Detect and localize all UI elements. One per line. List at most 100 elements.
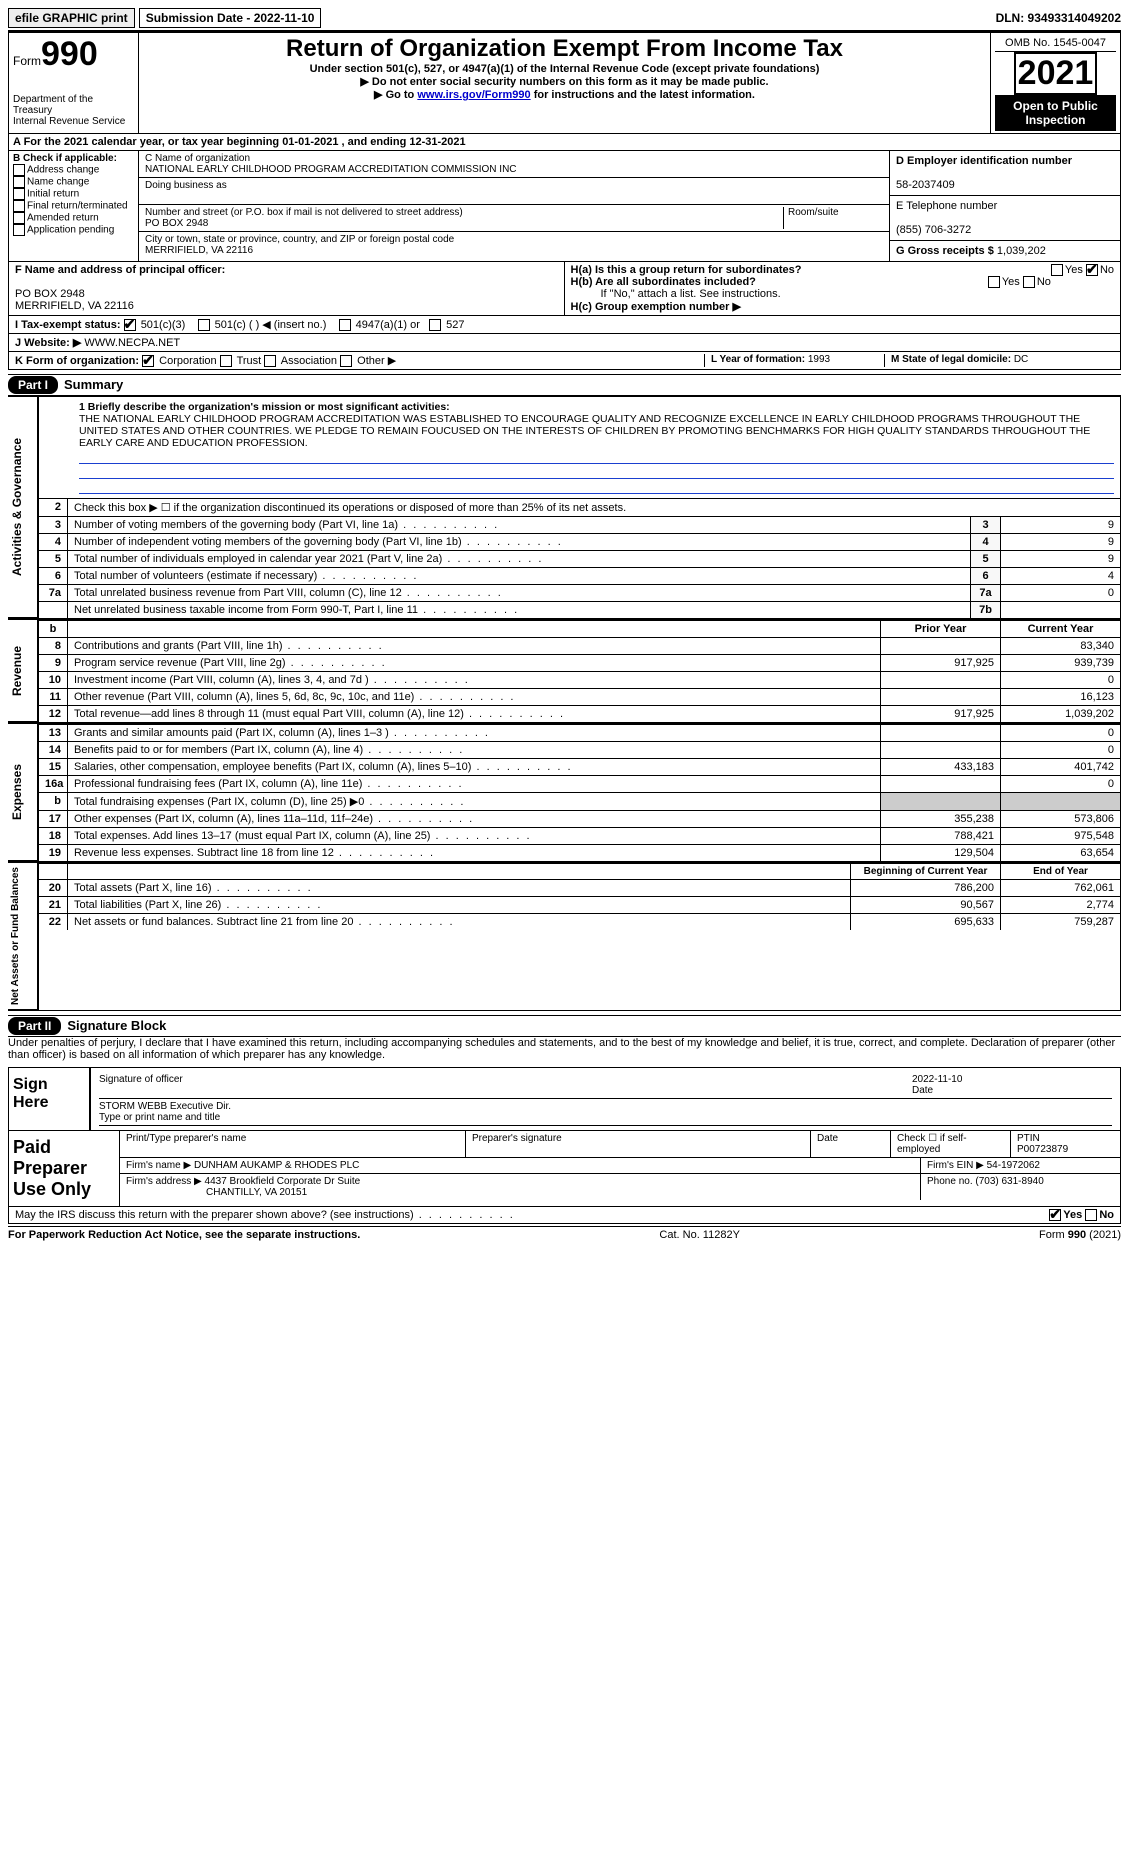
year-formation: 1993 xyxy=(808,354,830,365)
chk-name-change[interactable] xyxy=(13,176,25,188)
state-domicile: DC xyxy=(1014,354,1028,365)
chk-501c3[interactable] xyxy=(124,319,136,331)
row-k-form-org: K Form of organization: Corporation Trus… xyxy=(8,352,1121,370)
top-toolbar: efile GRAPHIC print Submission Date - 20… xyxy=(8,8,1121,28)
table-row: 16aProfessional fundraising fees (Part I… xyxy=(39,775,1120,792)
chk-address-change[interactable] xyxy=(13,164,25,176)
penalties-text: Under penalties of perjury, I declare th… xyxy=(8,1037,1121,1061)
omb-number: OMB No. 1545-0047 xyxy=(995,35,1116,52)
table-row: 15Salaries, other compensation, employee… xyxy=(39,758,1120,775)
org-address: PO BOX 2948 xyxy=(145,218,208,229)
section-expenses: Expenses 13Grants and similar amounts pa… xyxy=(8,723,1121,862)
chk-assoc[interactable] xyxy=(264,355,276,367)
col-c-org-info: C Name of organization NATIONAL EARLY CH… xyxy=(139,151,890,261)
chk-app-pending[interactable] xyxy=(13,224,25,236)
part1-header: Part ISummary xyxy=(8,374,1121,396)
row-a-tax-year: A For the 2021 calendar year, or tax yea… xyxy=(8,134,1121,151)
discuss-yes[interactable] xyxy=(1049,1209,1061,1221)
signature-block: Under penalties of perjury, I declare th… xyxy=(8,1037,1121,1224)
table-row: 18Total expenses. Add lines 13–17 (must … xyxy=(39,827,1120,844)
officer-addr2: MERRIFIELD, VA 22116 xyxy=(15,300,134,312)
table-row: 19Revenue less expenses. Subtract line 1… xyxy=(39,844,1120,861)
table-row: 10Investment income (Part VIII, column (… xyxy=(39,671,1120,688)
table-row: 6Total number of volunteers (estimate if… xyxy=(39,567,1120,584)
submission-date: Submission Date - 2022-11-10 xyxy=(139,8,322,28)
chk-final-return[interactable] xyxy=(13,200,25,212)
irs-link[interactable]: www.irs.gov/Form990 xyxy=(417,89,530,101)
dln-label: DLN: 93493314049202 xyxy=(996,11,1121,25)
dept-treasury: Department of the Treasury xyxy=(13,94,134,116)
firm-ein: 54-1972062 xyxy=(987,1160,1040,1171)
form-number: Form990 xyxy=(13,35,134,74)
table-row: 3Number of voting members of the governi… xyxy=(39,516,1120,533)
vtab-activities: Activities & Governance xyxy=(8,396,38,618)
table-row: 11Other revenue (Part VIII, column (A), … xyxy=(39,688,1120,705)
col-b-checkboxes: B Check if applicable: Address change Na… xyxy=(9,151,139,261)
vtab-netassets: Net Assets or Fund Balances xyxy=(8,862,38,1010)
org-city: MERRIFIELD, VA 22116 xyxy=(145,245,253,256)
vtab-expenses: Expenses xyxy=(8,723,38,861)
website-value: WWW.NECPA.NET xyxy=(81,337,180,349)
ptin-value: P00723879 xyxy=(1017,1144,1068,1155)
mission-text: THE NATIONAL EARLY CHILDHOOD PROGRAM ACC… xyxy=(79,413,1090,449)
section-revenue: Revenue bPrior YearCurrent Year 8Contrib… xyxy=(8,619,1121,723)
row-i-tax-status: I Tax-exempt status: 501(c)(3) 501(c) ( … xyxy=(8,316,1121,334)
row-j-website: J Website: ▶ WWW.NECPA.NET xyxy=(8,334,1121,352)
chk-4947[interactable] xyxy=(339,319,351,331)
table-row: 12Total revenue—add lines 8 through 11 (… xyxy=(39,705,1120,722)
tax-year: 2021 xyxy=(1014,52,1098,95)
firm-phone: (703) 631-8940 xyxy=(975,1176,1043,1187)
gross-receipts: 1,039,202 xyxy=(997,245,1046,257)
table-row: 21Total liabilities (Part X, line 26)90,… xyxy=(39,896,1120,913)
hint-link: ▶ Go to www.irs.gov/Form990 for instruct… xyxy=(143,88,986,101)
firm-name: DUNHAM AUKAMP & RHODES PLC xyxy=(194,1160,359,1171)
ha-yes[interactable] xyxy=(1051,264,1063,276)
chk-initial-return[interactable] xyxy=(13,188,25,200)
ein-value: 58-2037409 xyxy=(896,179,955,191)
paid-preparer-label: Paid Preparer Use Only xyxy=(9,1131,119,1206)
table-row: Net unrelated business taxable income fr… xyxy=(39,601,1120,618)
form-header: Form990 Department of the Treasury Inter… xyxy=(8,32,1121,134)
table-row: 9Program service revenue (Part VIII, lin… xyxy=(39,654,1120,671)
hb-no[interactable] xyxy=(1023,276,1035,288)
section-netassets: Net Assets or Fund Balances Beginning of… xyxy=(8,862,1121,1011)
table-row: 8Contributions and grants (Part VIII, li… xyxy=(39,637,1120,654)
table-row: bTotal fundraising expenses (Part IX, co… xyxy=(39,792,1120,810)
officer-addr1: PO BOX 2948 xyxy=(15,288,85,300)
sign-here-label: Sign Here xyxy=(9,1068,89,1130)
chk-trust[interactable] xyxy=(220,355,232,367)
chk-501c[interactable] xyxy=(198,319,210,331)
efile-print-button[interactable]: efile GRAPHIC print xyxy=(8,8,135,28)
row-f-h: F Name and address of principal officer:… xyxy=(8,262,1121,316)
officer-name: STORM WEBB Executive Dir. xyxy=(99,1101,231,1112)
irs-label: Internal Revenue Service xyxy=(13,116,134,127)
table-row: 5Total number of individuals employed in… xyxy=(39,550,1120,567)
phone-value: (855) 706-3272 xyxy=(896,224,971,236)
table-row: 4Number of independent voting members of… xyxy=(39,533,1120,550)
table-row: 22Net assets or fund balances. Subtract … xyxy=(39,913,1120,930)
hint-ssn: ▶ Do not enter social security numbers o… xyxy=(143,75,986,88)
block-bcd: B Check if applicable: Address change Na… xyxy=(8,151,1121,262)
chk-amended[interactable] xyxy=(13,212,25,224)
table-row: 13Grants and similar amounts paid (Part … xyxy=(39,724,1120,741)
discuss-no[interactable] xyxy=(1085,1209,1097,1221)
mission-block: 1 Briefly describe the organization's mi… xyxy=(39,397,1120,498)
form-title: Return of Organization Exempt From Incom… xyxy=(143,35,986,63)
chk-other[interactable] xyxy=(340,355,352,367)
hb-yes[interactable] xyxy=(988,276,1000,288)
col-d-ein-phone: D Employer identification number58-20374… xyxy=(890,151,1120,261)
ha-no[interactable] xyxy=(1086,264,1098,276)
firm-addr: 4437 Brookfield Corporate Dr Suite xyxy=(205,1176,361,1187)
open-public-badge: Open to Public Inspection xyxy=(995,95,1116,131)
table-row: 20Total assets (Part X, line 16)786,2007… xyxy=(39,879,1120,896)
table-row: 7aTotal unrelated business revenue from … xyxy=(39,584,1120,601)
discuss-question: May the IRS discuss this return with the… xyxy=(8,1207,1121,1224)
chk-527[interactable] xyxy=(429,319,441,331)
org-name: NATIONAL EARLY CHILDHOOD PROGRAM ACCREDI… xyxy=(145,164,517,175)
page-footer: For Paperwork Reduction Act Notice, see … xyxy=(8,1226,1121,1241)
section-activities: Activities & Governance 1 Briefly descri… xyxy=(8,396,1121,619)
table-row: 17Other expenses (Part IX, column (A), l… xyxy=(39,810,1120,827)
chk-corp[interactable] xyxy=(142,355,154,367)
form-subtitle: Under section 501(c), 527, or 4947(a)(1)… xyxy=(143,63,986,75)
vtab-revenue: Revenue xyxy=(8,619,38,722)
